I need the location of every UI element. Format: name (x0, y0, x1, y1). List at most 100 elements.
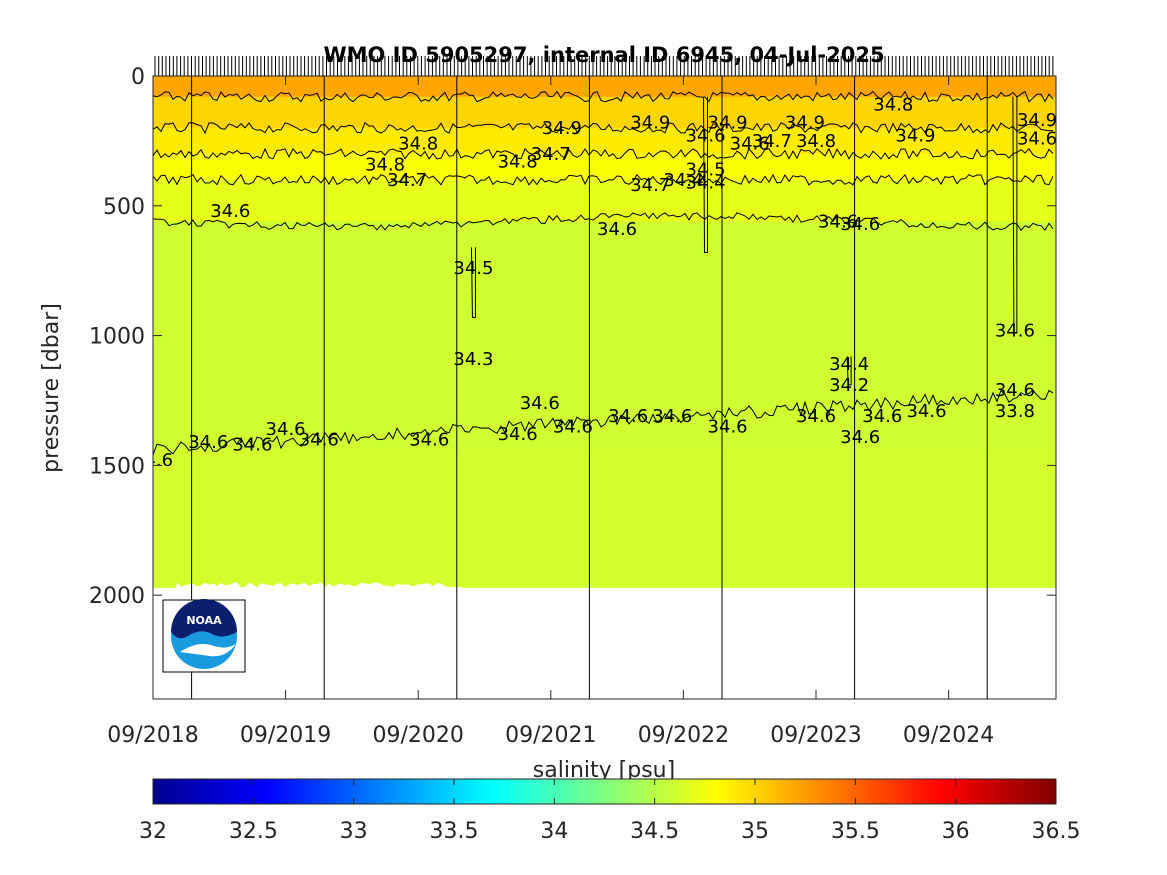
contour-label: 34.8 (873, 95, 913, 116)
contour-label: 34.9 (785, 113, 825, 134)
contour-label: 34.6 (708, 416, 748, 437)
y-tick-label: 500 (103, 195, 145, 220)
salinity-layer-5 (153, 221, 1056, 451)
contour-label: 34.6 (730, 133, 770, 154)
salinity-layer-4 (153, 179, 1056, 222)
contour-label: 33.8 (995, 401, 1035, 422)
contour-label: 34.6 (796, 406, 836, 427)
noaa-logo: NOAA (162, 599, 246, 673)
x-tick-label: 09/2019 (240, 723, 331, 748)
contour-label: 34.6 (498, 424, 538, 445)
colorbar-tick-label: 36 (942, 819, 970, 844)
contour-label: 34.6 (597, 219, 637, 240)
contour-spike-2 (1012, 96, 1018, 334)
contour-line-2 (153, 147, 1054, 160)
contour-label: 34.8 (498, 152, 538, 173)
contour-label: 34.5 (685, 159, 725, 180)
contour-label: 34.6 (906, 401, 946, 422)
x-tick-label: 09/2024 (903, 723, 994, 748)
contour-spike-3 (846, 356, 852, 386)
svg-text:NOAA: NOAA (186, 614, 222, 627)
contour-label: 34.9 (895, 126, 935, 147)
contour-label: 34.9 (630, 113, 670, 134)
y-tick-label: 1500 (89, 454, 145, 479)
contour-label: 34.8 (796, 131, 836, 152)
contour-label: 34.6 (995, 380, 1035, 401)
colorbar-tick-label: 32.5 (229, 819, 278, 844)
contour-spike-1 (703, 96, 708, 254)
contour-label: 34.6 (266, 419, 306, 440)
contour-labels: 34.634.634.6 34.634.634.6 34.6 34.634.634.6… (133, 95, 1057, 472)
contour-label: 34.9 (1017, 110, 1057, 131)
contour-line-5 (153, 389, 1054, 456)
contour-label: 34.4 (829, 354, 869, 375)
plot-area: 34.634.634.6 34.634.634.6 34.6 34.634.634.6… (133, 76, 1057, 699)
contour-line-4 (153, 212, 1054, 232)
colorbar: salinity [psu] 32 32.5 33 33.5 34 34.5 35 35.5 3… (139, 758, 1080, 844)
contour-label: 34.7 (752, 131, 792, 152)
colorbar-tick-label: 35 (741, 819, 769, 844)
x-axis: 09/2018 09/2019 09/2020 09/2021 09/2022 09/20… (107, 76, 994, 748)
colorbar-tick-label: 36.5 (1032, 819, 1081, 844)
contour-label: 34.5 (453, 258, 493, 279)
contour-label: 34.6 (299, 429, 339, 450)
colorbar-ticks: 32 32.5 33 33.5 34 34.5 35 35.5 36 36.5 (139, 779, 1080, 844)
x-tick-label: 09/2023 (770, 723, 861, 748)
colorbar-tick-label: 32 (139, 819, 167, 844)
contour-label: 34.6 (1017, 128, 1057, 149)
contour-label: 34.2 (829, 375, 869, 396)
contour-label: 34.7 (531, 144, 571, 165)
salinity-layer-6 (153, 449, 1056, 588)
y-axis: 0 500 1000 1500 2000 (89, 65, 1056, 609)
contour-label: 34.9 (708, 113, 748, 134)
profile-ticks (154, 56, 1054, 76)
chart-title: WMO ID 5905297, internal ID 6945, 04-Jul… (323, 43, 884, 67)
contour-label: 34.6 (652, 406, 692, 427)
salinity-layers (153, 76, 1056, 699)
year-separator-lines (191, 76, 988, 699)
contour-label: 34.8 (398, 133, 438, 154)
contour-line-1 (153, 121, 1054, 135)
plot-frame (152, 75, 1057, 700)
contour-line-0 (153, 90, 1054, 103)
y-tick-label: 2000 (89, 584, 145, 609)
contour-label: 34.6 (133, 450, 173, 471)
contour-label: 34.6 (210, 201, 250, 222)
contour-label: 34.6 (553, 416, 593, 437)
contour-label: 34.6 (409, 429, 449, 450)
contour-label: 34.6 (520, 393, 560, 414)
salinity-layer-0 (153, 76, 1056, 98)
y-tick-label: 0 (131, 65, 145, 90)
colorbar-tick-label: 33 (340, 819, 368, 844)
contour-label: 34.7 (387, 170, 427, 191)
x-tick-label: 09/2020 (372, 723, 463, 748)
contour-label: 34.4 (685, 172, 725, 193)
colorbar-tick-label: 34.5 (630, 819, 679, 844)
contour-label: 34.6 (840, 427, 880, 448)
x-tick-label: 09/2021 (505, 723, 596, 748)
contour-lines (153, 90, 1054, 456)
contour-label: 34.3 (453, 349, 493, 370)
y-axis-title: pressure [dbar] (39, 303, 64, 473)
contour-label: 34.6 (232, 435, 272, 456)
y-tick-label: 1000 (89, 325, 145, 350)
colorbar-tick-label: 33.5 (430, 819, 479, 844)
contour-label: 34.7 (630, 175, 670, 196)
contour-label: 34.6 (685, 126, 725, 147)
contour-label: 34.6 (995, 320, 1035, 341)
contour-label: 34.6 (188, 432, 228, 453)
colorbar-tick-label: 34 (540, 819, 568, 844)
contour-label: 34.6 (840, 214, 880, 235)
contour-label: 34.6 (608, 406, 648, 427)
contour-label: 34.8 (365, 154, 405, 175)
no-data-region (153, 582, 1056, 699)
x-tick-label: 09/2018 (107, 723, 198, 748)
colorbar-tick-label: 35.5 (831, 819, 880, 844)
contour-label: 34.4 (663, 170, 703, 191)
x-tick-label: 09/2022 (638, 723, 729, 748)
contour-line-3 (153, 173, 1054, 186)
contour-label: 34.9 (542, 118, 582, 139)
contour-label: 34.6 (862, 406, 902, 427)
contour-label: 34.6 (818, 211, 858, 232)
